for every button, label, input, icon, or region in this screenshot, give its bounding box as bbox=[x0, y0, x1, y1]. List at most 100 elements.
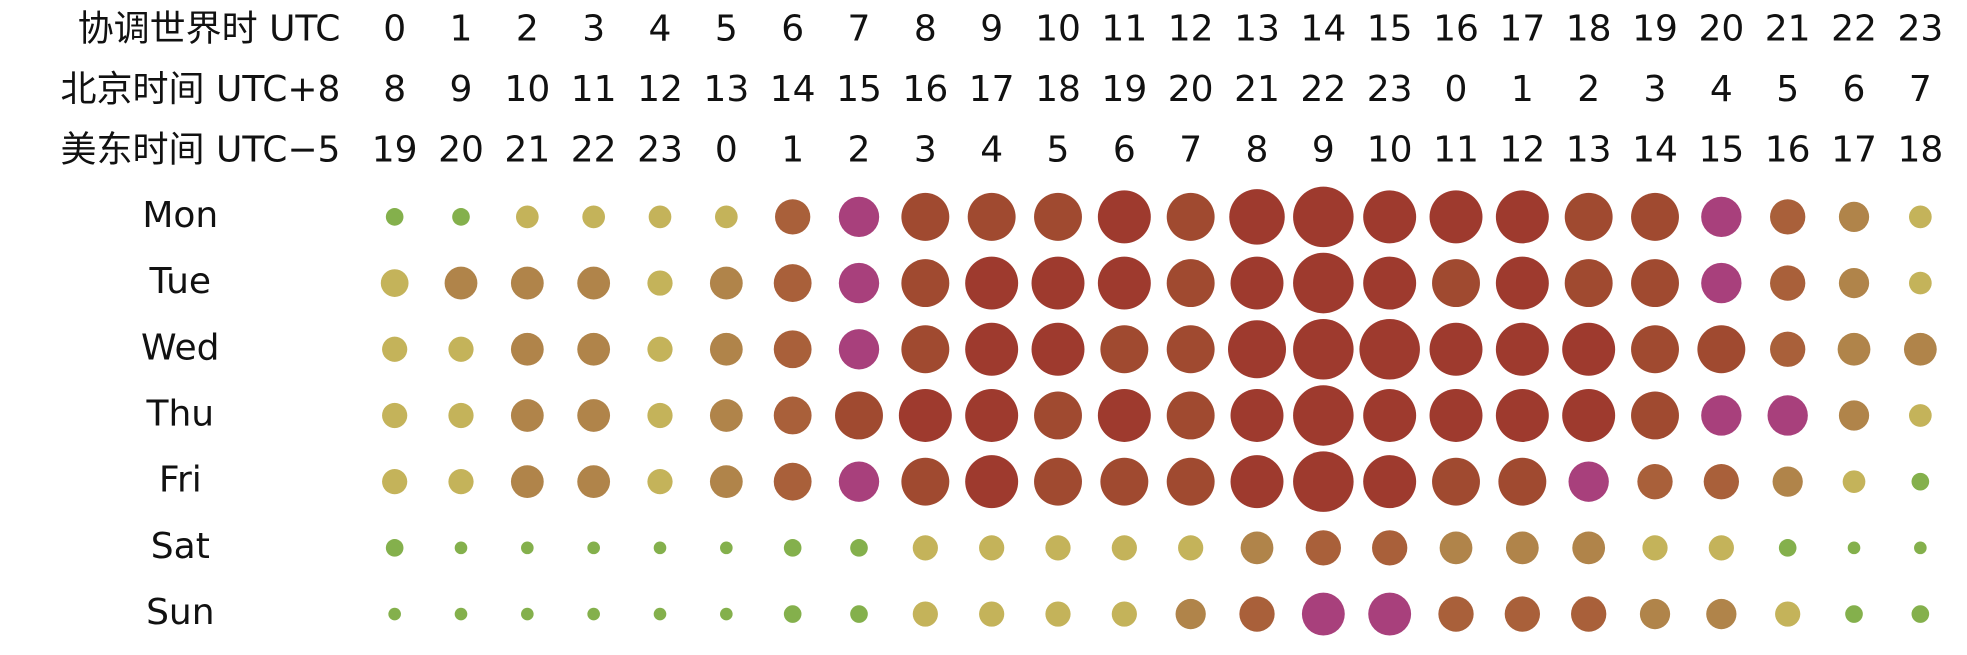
bubble bbox=[1631, 259, 1679, 308]
bubble bbox=[577, 332, 611, 366]
bubble bbox=[1701, 196, 1742, 238]
bubble bbox=[1770, 199, 1806, 235]
bubble bbox=[510, 399, 544, 432]
bubble bbox=[448, 469, 474, 495]
bubble bbox=[385, 208, 404, 226]
hour-label: 17 bbox=[1831, 129, 1877, 170]
bubble bbox=[454, 607, 468, 621]
hour-label: 13 bbox=[1566, 129, 1612, 170]
bubble bbox=[521, 607, 534, 621]
hour-label: 0 bbox=[715, 129, 738, 170]
bubble bbox=[1166, 391, 1215, 440]
bubble bbox=[1293, 319, 1354, 380]
bubble bbox=[1175, 598, 1206, 630]
bubble bbox=[653, 607, 667, 621]
hour-label: 18 bbox=[1897, 129, 1943, 170]
hour-label: 9 bbox=[980, 8, 1003, 49]
bubble bbox=[577, 266, 611, 300]
bubble bbox=[1097, 388, 1151, 442]
bubble bbox=[1432, 457, 1480, 506]
bubble bbox=[587, 607, 600, 621]
bubble bbox=[979, 535, 1005, 561]
hour-label: 19 bbox=[1632, 8, 1678, 49]
bubble bbox=[510, 332, 544, 366]
bubble bbox=[448, 336, 474, 362]
hour-label: 19 bbox=[372, 129, 418, 170]
hour-label: 5 bbox=[1776, 69, 1799, 110]
bubble bbox=[448, 402, 474, 429]
hour-label: 1 bbox=[450, 8, 473, 49]
bubble bbox=[1571, 596, 1607, 632]
bubble bbox=[380, 269, 409, 297]
bubble bbox=[577, 465, 611, 499]
bubble bbox=[1498, 457, 1547, 506]
bubble bbox=[835, 391, 883, 440]
bubble bbox=[709, 266, 743, 300]
header-label: 协调世界时 UTC bbox=[78, 8, 341, 49]
hour-label: 14 bbox=[1632, 129, 1678, 170]
day-label: Wed bbox=[141, 327, 220, 368]
bubble bbox=[1639, 598, 1671, 630]
bubble bbox=[647, 469, 673, 495]
bubble bbox=[714, 205, 738, 229]
bubble bbox=[965, 322, 1019, 376]
bubble bbox=[1229, 189, 1285, 245]
bubble bbox=[1438, 596, 1474, 632]
bubble bbox=[577, 399, 611, 432]
bubble bbox=[1838, 267, 1870, 299]
bubble bbox=[1230, 388, 1284, 442]
day-label: Fri bbox=[159, 460, 202, 501]
bubble bbox=[773, 396, 812, 435]
bubble bbox=[1239, 596, 1275, 632]
bubble bbox=[850, 605, 868, 623]
hour-label: 16 bbox=[902, 69, 948, 110]
bubble bbox=[912, 601, 938, 627]
hour-label: 12 bbox=[1499, 129, 1545, 170]
bubble bbox=[1775, 601, 1801, 627]
hour-label: 23 bbox=[1367, 69, 1413, 110]
hour-label: 2 bbox=[848, 129, 871, 170]
bubble bbox=[452, 208, 470, 226]
bubble bbox=[1637, 464, 1673, 500]
bubble bbox=[1701, 262, 1742, 304]
bubble bbox=[1097, 256, 1151, 310]
bubble bbox=[838, 262, 880, 304]
bubble bbox=[1031, 256, 1085, 310]
bubble bbox=[1562, 322, 1616, 376]
hour-label: 3 bbox=[1644, 69, 1667, 110]
bubble bbox=[709, 465, 743, 499]
day-label: Thu bbox=[145, 393, 214, 434]
hour-label: 6 bbox=[1843, 69, 1866, 110]
bubble bbox=[1770, 265, 1806, 301]
bubble bbox=[1770, 331, 1806, 367]
bubble bbox=[1439, 531, 1473, 565]
bubble bbox=[1701, 395, 1742, 436]
hour-label: 6 bbox=[781, 8, 804, 49]
bubble bbox=[1908, 271, 1932, 295]
bubble bbox=[965, 256, 1019, 310]
bubble bbox=[965, 388, 1019, 442]
bubble bbox=[1368, 592, 1412, 636]
bubble bbox=[1230, 256, 1284, 310]
hour-label: 9 bbox=[450, 69, 473, 110]
bubble bbox=[1111, 601, 1137, 627]
bubble bbox=[1034, 192, 1082, 241]
bubble bbox=[838, 329, 880, 370]
hour-label: 11 bbox=[1433, 129, 1479, 170]
hour-label: 17 bbox=[1499, 8, 1545, 49]
hour-label: 15 bbox=[1698, 129, 1744, 170]
bubble bbox=[709, 332, 743, 366]
hour-label: 12 bbox=[1168, 8, 1214, 49]
hour-label: 8 bbox=[383, 69, 406, 110]
hour-label: 2 bbox=[516, 8, 539, 49]
bubble bbox=[912, 535, 938, 561]
hour-label: 9 bbox=[1312, 129, 1335, 170]
hour-label: 4 bbox=[1710, 69, 1733, 110]
bubble bbox=[587, 541, 600, 555]
bubble bbox=[1111, 535, 1137, 561]
bubble bbox=[510, 465, 544, 499]
bubble bbox=[838, 196, 880, 238]
bubble bbox=[1305, 530, 1341, 566]
hour-label: 15 bbox=[836, 69, 882, 110]
